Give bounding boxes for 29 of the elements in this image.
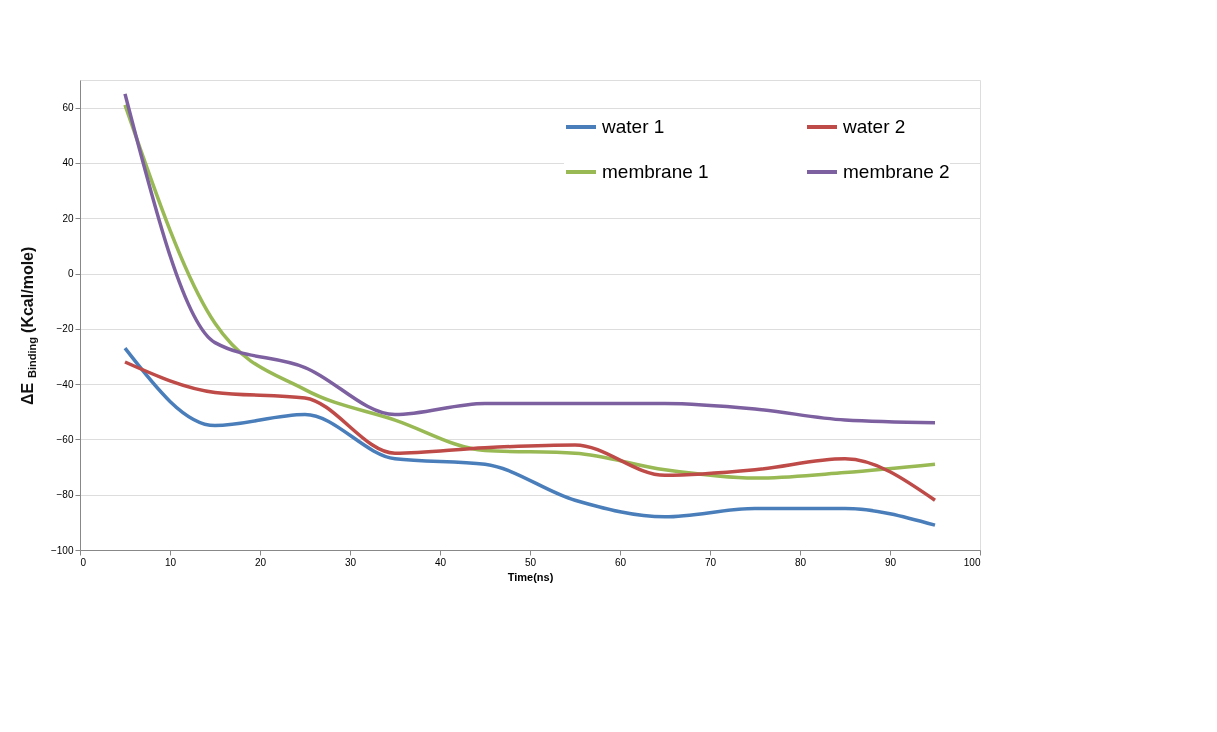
x-tick-label: 100 xyxy=(963,556,981,568)
line-series xyxy=(123,92,937,425)
legend-label: membrane 2 xyxy=(843,161,950,182)
legend-label: water 1 xyxy=(601,116,665,137)
legend-label: water 2 xyxy=(842,116,906,137)
x-tick-label: 70 xyxy=(704,556,717,568)
x-axis-title: Time(ns) xyxy=(507,570,554,583)
x-tick-label: 60 xyxy=(614,556,627,568)
line-series xyxy=(123,360,937,502)
y-tick-label: −40 xyxy=(56,378,74,390)
y-tick-label: −80 xyxy=(56,489,74,501)
x-tick-label: 90 xyxy=(884,556,897,568)
y-tick-label: −20 xyxy=(56,323,74,335)
y-tick-label: −60 xyxy=(56,433,74,445)
x-tick-label: 30 xyxy=(344,556,357,568)
x-tick-label: 40 xyxy=(434,556,447,568)
x-tick-label: 80 xyxy=(794,556,807,568)
y-tick-label: 20 xyxy=(62,212,74,224)
y-tick-label: −100 xyxy=(50,544,74,556)
y-tick-label: 0 xyxy=(67,268,74,280)
x-tick-label: 0 xyxy=(80,556,87,568)
y-tick-label: 40 xyxy=(62,157,74,169)
x-tick-label: 50 xyxy=(524,556,537,568)
x-tick-label: 10 xyxy=(164,556,177,568)
x-tick-label: 20 xyxy=(254,556,267,568)
line-series xyxy=(123,346,937,527)
legend-label: membrane 1 xyxy=(602,161,709,182)
y-axis-title: ΔEBinding(Kcal/mole) xyxy=(19,246,38,405)
y-tick-label: 60 xyxy=(62,102,74,114)
